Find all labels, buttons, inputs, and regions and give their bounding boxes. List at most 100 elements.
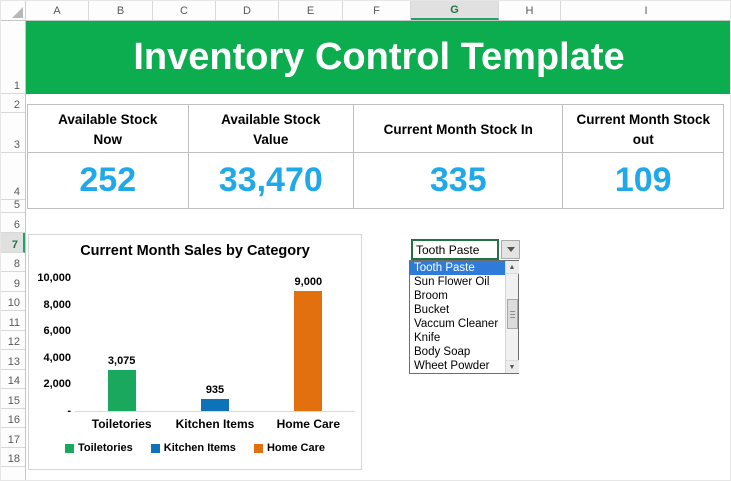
bar-group-toiletories: 3,075 <box>75 355 168 411</box>
row-header-1[interactable]: 1 <box>1 21 25 94</box>
legend-label: Kitchen Items <box>163 442 236 454</box>
column-header-h[interactable]: H <box>499 1 561 20</box>
bar-data-label: 935 <box>205 384 225 396</box>
y-tick-label: 2,000 <box>43 378 71 391</box>
legend-item: Toiletories <box>64 442 133 454</box>
row-header-18[interactable]: 18 <box>1 448 25 467</box>
bar <box>200 399 229 411</box>
kpi-value: 252 <box>79 161 137 199</box>
kpi-label: Current Month Stock In <box>354 105 563 153</box>
kpi-value: 109 <box>614 161 672 199</box>
row-header-6[interactable]: 6 <box>1 213 25 233</box>
select-all-triangle-icon <box>12 7 23 18</box>
row-header-11[interactable]: 11 <box>1 311 25 331</box>
kpi-label-text: Available Stock Value <box>221 111 321 147</box>
row-header-13[interactable]: 13 <box>1 350 25 370</box>
dropdown-option[interactable]: Bucket <box>414 304 450 316</box>
kpi-card-1[interactable]: Available Stock Now 252 <box>28 105 189 208</box>
category-dropdown-cell[interactable]: Tooth Paste <box>411 239 499 260</box>
scrollbar-thumb[interactable] <box>506 299 518 329</box>
bar <box>294 291 323 411</box>
scroll-up-icon[interactable]: ▲ <box>505 261 519 274</box>
legend-label: Toiletories <box>77 442 133 454</box>
row-header-column: 1 2 3 4 5 6 7 8 9 10 11 12 13 14 15 16 17 18 <box>1 21 26 480</box>
column-header-f[interactable]: F <box>343 1 411 20</box>
column-header-b[interactable]: B <box>89 1 153 20</box>
bar-group-home-care: 9,000 <box>262 276 355 411</box>
row-header-17[interactable]: 17 <box>1 428 25 448</box>
bar-data-label: 3,075 <box>107 355 136 367</box>
sheet-area: Inventory Control Template Available Sto… <box>26 21 730 480</box>
kpi-value: 335 <box>429 161 487 199</box>
dropdown-option[interactable]: Body Soap <box>414 346 471 358</box>
bar-data-label: 9,000 <box>294 276 323 288</box>
kpi-card-3[interactable]: Current Month Stock In 335 <box>354 105 564 208</box>
row-header-7[interactable]: 7 <box>1 233 25 253</box>
category-label: Home Care <box>276 417 340 431</box>
kpi-value: 33,470 <box>218 161 323 199</box>
chart-title: Current Month Sales by Category <box>80 243 310 259</box>
column-header-d[interactable]: D <box>216 1 279 20</box>
legend-item: Home Care <box>253 442 326 454</box>
dropdown-option[interactable]: Tooth Paste <box>410 261 505 275</box>
kpi-card-2[interactable]: Available Stock Value 33,470 <box>188 105 355 208</box>
category-dropdown-value: Tooth Paste <box>416 242 480 257</box>
row-header-3[interactable]: 3 <box>1 113 25 153</box>
page-title: Inventory Control Template <box>133 36 625 78</box>
column-header-a[interactable]: A <box>26 1 89 20</box>
y-tick-label: 8,000 <box>43 298 71 311</box>
kpi-label: Available Stock Value <box>188 105 354 153</box>
column-header-g[interactable]: G <box>411 1 499 20</box>
title-banner-cell[interactable]: Inventory Control Template <box>26 21 730 94</box>
sales-by-category-chart[interactable]: Current Month Sales by Category 10,000 8,… <box>28 234 362 470</box>
kpi-card-4[interactable]: Current Month Stock out 109 <box>563 105 723 208</box>
category-label: Toiletories <box>91 417 152 431</box>
chart-legend: Toiletories Kitchen Items Home Care <box>29 442 361 454</box>
dropdown-option[interactable]: Broom <box>414 290 448 302</box>
row-header-9[interactable]: 9 <box>1 272 25 292</box>
row-header-5[interactable]: 5 <box>1 199 25 213</box>
plot-area: 3,075 935 9,000 <box>75 235 355 411</box>
bar-group-kitchen-items: 935 <box>168 384 261 411</box>
x-axis-line <box>75 411 355 412</box>
kpi-label-text: Current Month Stock In <box>383 121 533 137</box>
dropdown-items: Tooth Paste Sun Flower Oil Broom Bucket Vacc… <box>410 261 505 373</box>
dropdown-scrollbar[interactable]: ▲ ▼ <box>505 261 519 373</box>
legend-label: Home Care <box>266 442 326 454</box>
column-header-c[interactable]: C <box>153 1 216 20</box>
kpi-label-text: Current Month Stock out <box>576 111 710 147</box>
row-header-2[interactable]: 2 <box>1 94 25 113</box>
kpi-label-text: Available Stock Now <box>58 111 158 147</box>
y-tick-label: - <box>67 405 71 417</box>
dropdown-option[interactable]: Knife <box>414 332 441 344</box>
bar <box>107 370 136 411</box>
dropdown-option[interactable]: Sun Flower Oil <box>414 276 490 288</box>
dropdown-arrow-button[interactable] <box>501 240 520 259</box>
dropdown-list: Tooth Paste Sun Flower Oil Broom Bucket Vacc… <box>409 260 519 374</box>
row-header-10[interactable]: 10 <box>1 292 25 311</box>
y-tick-label: 10,000 <box>37 272 71 284</box>
kpi-card-row: Available Stock Now 252 Available Stock Va… <box>27 104 724 209</box>
legend-swatch-icon <box>253 443 263 453</box>
kpi-label: Current Month Stock out <box>563 105 723 153</box>
row-header-4[interactable]: 4 <box>1 153 25 200</box>
row-header-15[interactable]: 15 <box>1 389 25 409</box>
row-header-8[interactable]: 8 <box>1 253 25 272</box>
dropdown-option[interactable]: Vaccum Cleaner <box>414 318 499 330</box>
column-header-i[interactable]: I <box>561 1 730 20</box>
y-tick-label: 4,000 <box>43 351 71 364</box>
row-header-14[interactable]: 14 <box>1 370 25 389</box>
category-label: Kitchen Items <box>175 417 255 431</box>
x-axis-labels: Toiletories Kitchen Items Home Care <box>75 417 355 431</box>
scroll-down-icon[interactable]: ▼ <box>505 360 519 373</box>
select-all-corner[interactable] <box>1 1 26 20</box>
chevron-down-icon <box>506 247 515 252</box>
row-header-12[interactable]: 12 <box>1 331 25 350</box>
column-header-e[interactable]: E <box>279 1 343 20</box>
dropdown-option[interactable]: Wheet Powder <box>414 360 490 372</box>
legend-item: Kitchen Items <box>150 442 236 454</box>
y-tick-label: 6,000 <box>43 325 71 338</box>
row-header-16[interactable]: 16 <box>1 409 25 428</box>
